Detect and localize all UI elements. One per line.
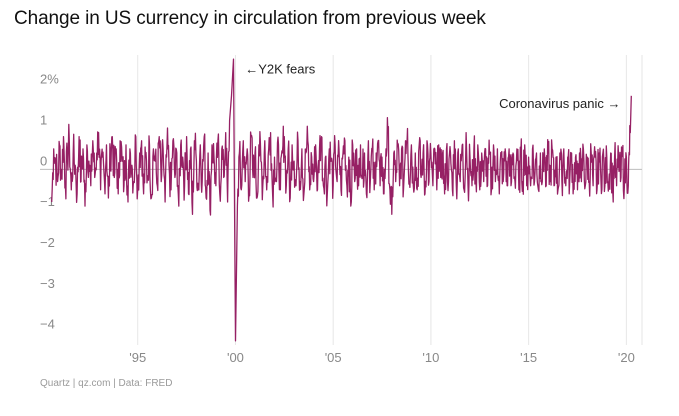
source-credit: Quartz | qz.com | Data: FRED	[40, 378, 173, 389]
y-tick-label: 0	[40, 153, 47, 168]
annotation-coronavirus: Coronavirus panic →	[499, 96, 620, 111]
x-tick-label: '10	[422, 350, 439, 365]
grid-layer	[137, 55, 643, 345]
y-tick-label: −1	[40, 194, 55, 209]
x-axis-ticks: '95 '00 '05 '10 '15 '20	[129, 350, 635, 365]
x-tick-label: '05	[325, 350, 342, 365]
annotation-y2k: ←Y2K fears	[245, 61, 316, 76]
y-tick-label: −3	[40, 276, 55, 291]
annotations: ←Y2K fears Coronavirus panic →	[245, 61, 620, 111]
x-tick-label: '15	[520, 350, 537, 365]
chart-title: Change in US currency in circulation fro…	[14, 8, 486, 29]
x-tick-label: '00	[227, 350, 244, 365]
y-axis-ticks: 2% 1 0 −1 −2 −3 −4	[40, 72, 59, 332]
x-tick-label: '20	[618, 350, 635, 365]
series-line	[51, 58, 632, 342]
x-tick-label: '95	[129, 350, 146, 365]
y-tick-label: −2	[40, 235, 55, 250]
y-tick-label: 1	[40, 113, 47, 128]
y-tick-label: −4	[40, 317, 55, 332]
y-tick-label: 2%	[40, 72, 59, 87]
